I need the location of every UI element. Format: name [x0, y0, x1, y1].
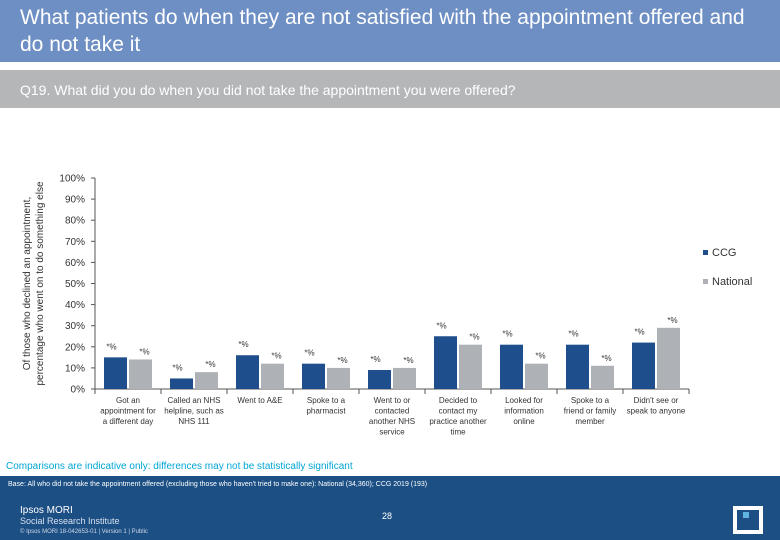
bar-chart: 0% 10% 20% 30% 40% 50% 60% 70% 80% 90% 100% Of thos… — [22, 174, 752, 437]
x-tick-label: friend or family — [564, 407, 616, 416]
x-tick-label: practice another — [429, 417, 487, 426]
data-label: *% — [337, 356, 347, 365]
x-tick-label: another NHS — [369, 417, 415, 426]
data-label: *% — [502, 330, 512, 339]
data-label: *% — [238, 340, 248, 349]
y-tick-label: 80% — [65, 216, 85, 227]
footer-bar — [0, 476, 780, 540]
legend-label: National — [712, 276, 752, 288]
data-label: *% — [535, 352, 545, 361]
y-tick-label: 70% — [65, 237, 85, 248]
bar-national — [525, 363, 548, 389]
y-tick-label: 30% — [65, 321, 85, 332]
logo-square — [737, 510, 759, 530]
page-number: 28 — [382, 511, 393, 521]
question-text: Q19. What did you do when you did not ta… — [20, 82, 516, 98]
bar-national — [195, 372, 218, 389]
bar-ccg — [170, 378, 193, 389]
y-tick-label: 20% — [65, 342, 85, 353]
data-label: *% — [304, 349, 314, 358]
copyright: © Ipsos MORI 18-042653-01 | Version 1 | … — [20, 529, 148, 535]
data-label: *% — [106, 342, 116, 351]
x-tick-label: online — [513, 417, 535, 426]
x-tick-label: Called an NHS — [168, 396, 221, 405]
bar-ccg — [302, 363, 325, 389]
bar-ccg — [368, 370, 391, 389]
data-label: *% — [205, 360, 215, 369]
x-tick-label: helpline, such as — [164, 407, 224, 416]
data-label: *% — [667, 316, 677, 325]
x-tick-label: time — [450, 428, 466, 437]
data-label: *% — [403, 356, 413, 365]
x-tick-label: information — [504, 407, 544, 416]
x-tick-label: Looked for — [505, 396, 543, 405]
y-tick-label: 0% — [71, 385, 86, 396]
y-tick-label: 100% — [59, 174, 85, 185]
data-label: *% — [370, 355, 380, 364]
bar-ccg — [236, 355, 259, 389]
data-label: *% — [172, 363, 182, 372]
x-tick-label: Got an — [116, 396, 140, 405]
y-axis-label-line: Of those who declined an appointment, — [22, 197, 33, 370]
x-tick-label: Spoke to a — [571, 396, 610, 405]
question-bar — [0, 70, 780, 108]
x-tick-label: Went to or — [374, 396, 411, 405]
x-tick-label: a different day — [103, 417, 154, 426]
y-tick-label: 10% — [65, 363, 85, 374]
x-tick-label: Didn't see or — [634, 396, 679, 405]
bar-ccg — [632, 342, 655, 389]
x-tick-label: Went to A&E — [237, 396, 282, 405]
x-tick-label: speak to anyone — [627, 407, 686, 416]
bar-national — [261, 363, 284, 389]
y-tick-label: 90% — [65, 195, 85, 206]
x-tick-label: service — [379, 428, 405, 437]
bar-national — [327, 367, 350, 389]
bar-ccg — [434, 336, 457, 389]
x-tick-label: contacted — [375, 407, 410, 416]
x-tick-label: member — [575, 417, 605, 426]
bar-national — [129, 359, 152, 389]
bar-national — [459, 344, 482, 389]
page-title: What patients do when they are not satis… — [20, 6, 745, 56]
legend-swatch-national — [703, 279, 708, 284]
x-tick-label: Spoke to a — [307, 396, 346, 405]
base-note: Base: All who did not take the appointme… — [8, 481, 428, 488]
brand-name: Ipsos MORI — [20, 505, 73, 516]
bar-ccg — [500, 344, 523, 389]
ipsos-logo-icon — [733, 506, 763, 534]
y-tick-label: 60% — [65, 258, 85, 269]
data-label: *% — [436, 321, 446, 330]
x-tick-label: contact my — [439, 407, 478, 416]
data-label: *% — [634, 328, 644, 337]
x-tick-label: NHS 111 — [178, 417, 210, 426]
brand-subtitle: Social Research Institute — [20, 516, 120, 526]
x-tick-label: pharmacist — [306, 407, 346, 416]
x-tick-label: Decided to — [439, 396, 478, 405]
title-bar — [0, 0, 780, 62]
data-label: *% — [568, 330, 578, 339]
data-label: *% — [469, 333, 479, 342]
bar-ccg — [104, 357, 127, 389]
data-label: *% — [139, 347, 149, 356]
legend-swatch-ccg — [703, 250, 708, 255]
bar-ccg — [566, 344, 589, 389]
y-axis-label-line: percentage who went on to do something e… — [35, 181, 46, 385]
logo-dot — [743, 512, 749, 518]
bar-national — [657, 327, 680, 389]
data-label: *% — [271, 352, 281, 361]
legend-label: CCG — [712, 247, 736, 259]
x-tick-label: appointment for — [100, 407, 156, 416]
y-axis-label: Of those who declined an appointment, per… — [22, 181, 46, 385]
y-tick-label: 40% — [65, 300, 85, 311]
comparisons-note: Comparisons are indicative only: differe… — [6, 461, 353, 472]
y-tick-label: 50% — [65, 279, 85, 290]
brand: Ipsos MORI Social Research Institute — [20, 505, 120, 527]
bar-national — [591, 365, 614, 389]
data-label: *% — [601, 354, 611, 363]
bar-national — [393, 367, 416, 389]
